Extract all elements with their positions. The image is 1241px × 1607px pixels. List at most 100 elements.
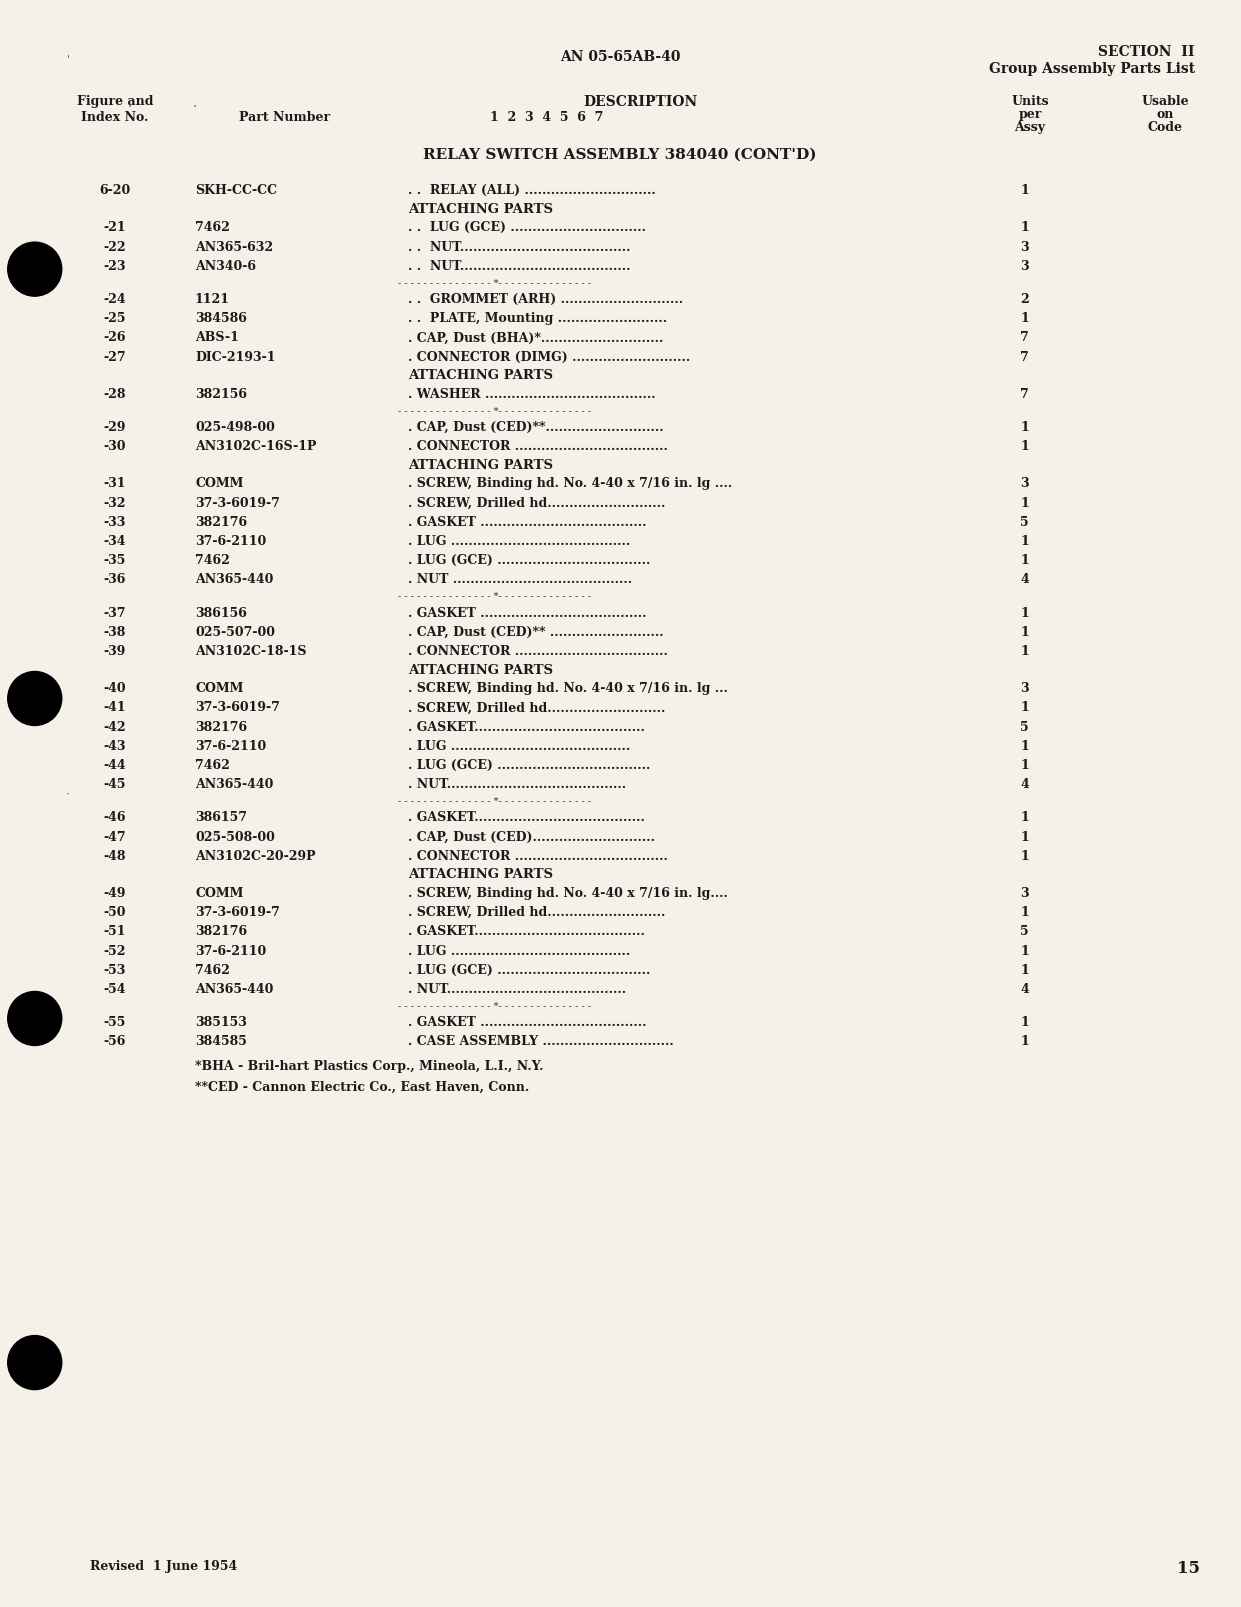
Text: 3: 3: [1020, 477, 1029, 490]
Text: . LUG (GCE) ...................................: . LUG (GCE) ............................…: [408, 554, 650, 567]
Text: . CAP, Dust (CED)............................: . CAP, Dust (CED).......................…: [408, 831, 655, 844]
Text: 1: 1: [1020, 1016, 1029, 1028]
Text: Part Number: Part Number: [240, 111, 330, 124]
Text: Usable: Usable: [1142, 95, 1189, 108]
Text: 1: 1: [1020, 606, 1029, 619]
Text: - - - - - - - - - - - - - - - *- - - - - - - - - - - - - - -: - - - - - - - - - - - - - - - *- - - - -…: [398, 407, 591, 415]
Text: . LUG .........................................: . LUG ..................................…: [408, 739, 630, 752]
Text: 4: 4: [1020, 778, 1029, 791]
Text: 1: 1: [1020, 848, 1029, 863]
Text: -39: -39: [104, 644, 127, 657]
Text: -37: -37: [104, 606, 127, 619]
Text: 15: 15: [1176, 1559, 1200, 1576]
Text: 1: 1: [1020, 554, 1029, 567]
Text: -40: -40: [104, 681, 127, 694]
Text: AN3102C-18-1S: AN3102C-18-1S: [195, 644, 307, 657]
Text: AN340-6: AN340-6: [195, 260, 256, 273]
Text: . CONNECTOR (DIMG) ...........................: . CONNECTOR (DIMG) .....................…: [408, 350, 690, 363]
Text: . NUT.........................................: . NUT...................................…: [408, 982, 627, 995]
Text: . .  NUT.......................................: . . NUT.................................…: [408, 260, 630, 273]
Text: 3: 3: [1020, 260, 1029, 273]
Text: -41: -41: [104, 701, 127, 714]
Text: -55: -55: [104, 1016, 127, 1028]
Text: AN365-440: AN365-440: [195, 778, 273, 791]
Text: AN3102C-16S-1P: AN3102C-16S-1P: [195, 440, 316, 453]
Text: . SCREW, Drilled hd...........................: . SCREW, Drilled hd.....................…: [408, 497, 665, 509]
Circle shape: [7, 243, 62, 297]
Text: . NUT .........................................: . NUT ..................................…: [408, 574, 632, 587]
Text: . GASKET.......................................: . GASKET................................…: [408, 812, 645, 824]
Text: 1: 1: [1020, 906, 1029, 919]
Text: . .  PLATE, Mounting .........................: . . PLATE, Mounting ....................…: [408, 312, 668, 325]
Text: 5: 5: [1020, 720, 1029, 733]
Text: 025-498-00: 025-498-00: [195, 421, 274, 434]
Text: . NUT.........................................: . NUT...................................…: [408, 778, 627, 791]
Text: 37-6-2110: 37-6-2110: [195, 739, 267, 752]
Text: 5: 5: [1020, 924, 1029, 938]
Text: 7462: 7462: [195, 759, 230, 771]
Text: 025-508-00: 025-508-00: [195, 831, 274, 844]
Text: 3: 3: [1020, 241, 1029, 254]
Text: . .  RELAY (ALL) ..............................: . . RELAY (ALL) ........................…: [408, 185, 655, 198]
Text: -53: -53: [104, 963, 127, 975]
Text: . SCREW, Drilled hd...........................: . SCREW, Drilled hd.....................…: [408, 906, 665, 919]
Text: per: per: [1019, 108, 1041, 121]
Text: 1: 1: [1020, 831, 1029, 844]
Text: . CONNECTOR ...................................: . CONNECTOR ............................…: [408, 440, 668, 453]
Text: 4: 4: [1020, 982, 1029, 995]
Text: -49: -49: [104, 887, 127, 900]
Text: **CED - Cannon Electric Co., East Haven, Conn.: **CED - Cannon Electric Co., East Haven,…: [195, 1080, 529, 1093]
Text: -23: -23: [104, 260, 127, 273]
Text: 7: 7: [1020, 387, 1029, 400]
Text: SECTION  II: SECTION II: [1098, 45, 1195, 59]
Text: -52: -52: [104, 943, 127, 956]
Text: 1: 1: [1020, 312, 1029, 325]
Text: . LUG .........................................: . LUG ..................................…: [408, 535, 630, 548]
Text: 5: 5: [1020, 516, 1029, 529]
Text: -31: -31: [104, 477, 127, 490]
Text: 1: 1: [1020, 625, 1029, 638]
Text: . SCREW, Binding hd. No. 4-40 x 7/16 in. lg ....: . SCREW, Binding hd. No. 4-40 x 7/16 in.…: [408, 477, 732, 490]
Text: . CAP, Dust (BHA)*............................: . CAP, Dust (BHA)*......................…: [408, 331, 664, 344]
Text: -35: -35: [104, 554, 127, 567]
Text: DESCRIPTION: DESCRIPTION: [583, 95, 697, 109]
Text: . CONNECTOR ...................................: . CONNECTOR ............................…: [408, 848, 668, 863]
Text: . CAP, Dust (CED)** ..........................: . CAP, Dust (CED)** ....................…: [408, 625, 664, 638]
Text: . .  LUG (GCE) ...............................: . . LUG (GCE) ..........................…: [408, 222, 647, 235]
Text: . CASE ASSEMBLY ..............................: . CASE ASSEMBLY ........................…: [408, 1035, 674, 1048]
Text: ATTACHING PARTS: ATTACHING PARTS: [408, 202, 553, 215]
Text: COMM: COMM: [195, 887, 243, 900]
Text: 37-3-6019-7: 37-3-6019-7: [195, 906, 280, 919]
Text: . GASKET.......................................: . GASKET................................…: [408, 924, 645, 938]
Text: . WASHER .......................................: . WASHER ...............................…: [408, 387, 655, 400]
Text: AN3102C-20-29P: AN3102C-20-29P: [195, 848, 315, 863]
Text: 1: 1: [1020, 812, 1029, 824]
Text: 025-507-00: 025-507-00: [195, 625, 276, 638]
Text: RELAY SWITCH ASSEMBLY 384040 (CONT'D): RELAY SWITCH ASSEMBLY 384040 (CONT'D): [423, 148, 817, 162]
Circle shape: [7, 672, 62, 726]
Text: 1  2  3  4  5  6  7: 1 2 3 4 5 6 7: [490, 111, 603, 124]
Text: ·: ·: [192, 100, 197, 114]
Text: -43: -43: [104, 739, 127, 752]
Text: ATTACHING PARTS: ATTACHING PARTS: [408, 868, 553, 881]
Text: 382176: 382176: [195, 720, 247, 733]
Text: . GASKET ......................................: . GASKET ...............................…: [408, 1016, 647, 1028]
Text: 37-3-6019-7: 37-3-6019-7: [195, 497, 280, 509]
Text: -50: -50: [104, 906, 127, 919]
Text: 384586: 384586: [195, 312, 247, 325]
Text: -29: -29: [104, 421, 127, 434]
Circle shape: [7, 1335, 62, 1390]
Text: -42: -42: [104, 720, 127, 733]
Text: on: on: [1157, 108, 1174, 121]
Text: AN365-440: AN365-440: [195, 982, 273, 995]
Text: . CAP, Dust (CED)**...........................: . CAP, Dust (CED)**.....................…: [408, 421, 664, 434]
Text: 386157: 386157: [195, 812, 247, 824]
Text: -24: -24: [104, 292, 127, 305]
Text: . LUG (GCE) ...................................: . LUG (GCE) ............................…: [408, 759, 650, 771]
Text: 4: 4: [1020, 574, 1029, 587]
Text: -45: -45: [104, 778, 127, 791]
Text: - - - - - - - - - - - - - - - *- - - - - - - - - - - - - - -: - - - - - - - - - - - - - - - *- - - - -…: [398, 591, 591, 601]
Text: 384585: 384585: [195, 1035, 247, 1048]
Text: 382176: 382176: [195, 924, 247, 938]
Text: Assy: Assy: [1014, 121, 1045, 133]
